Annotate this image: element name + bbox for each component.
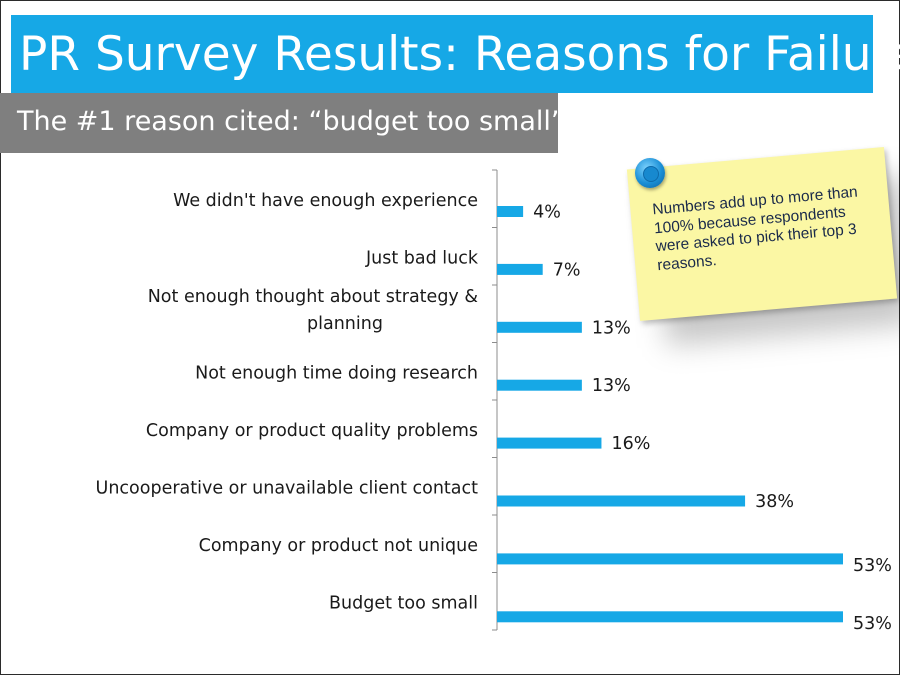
value-label: 16% [611, 434, 650, 454]
subtitle-bar: The #1 reason cited: “budget too small” [0, 93, 565, 153]
value-labels: 4% 7% 13% 13% 16% 38% 53% 53% [533, 203, 892, 634]
bar [497, 495, 746, 507]
title-bar: PR Survey Results: Reasons for Failure [11, 15, 900, 93]
bar-series [497, 206, 843, 623]
category-label: Just bad luck [365, 249, 479, 269]
category-label: Uncooperative or unavailable client cont… [96, 479, 479, 499]
category-label: Company or product quality problems [146, 421, 478, 441]
category-label: Not enough time doing research [195, 364, 478, 384]
value-label: 53% [853, 556, 892, 576]
category-label: Budget too small [329, 594, 478, 614]
category-label: We didn't have enough experience [173, 191, 478, 211]
value-label: 13% [592, 376, 631, 396]
sticky-note-text: Numbers add up to more than 100% because… [651, 183, 859, 274]
slide-subtitle: The #1 reason cited: “budget too small” [17, 106, 565, 137]
value-label: 53% [853, 614, 892, 634]
pushpin-icon [635, 158, 665, 188]
category-labels: We didn't have enough experience Just bad… [96, 191, 479, 614]
value-label: 7% [553, 260, 581, 280]
slide-title: PR Survey Results: Reasons for Failure [19, 27, 900, 82]
bar [497, 206, 524, 217]
bar [497, 553, 843, 565]
bar [497, 611, 843, 623]
value-label: 13% [592, 318, 631, 338]
bar [497, 437, 602, 449]
y-axis-ticks [492, 169, 497, 631]
sticky-note: Numbers add up to more than 100% because… [626, 147, 898, 321]
bar [497, 263, 543, 275]
category-label: Not enough thought about strategy & [148, 287, 479, 307]
category-label: Company or product not unique [199, 536, 478, 556]
category-label: planning [307, 314, 383, 334]
value-label: 4% [533, 203, 561, 223]
bar [497, 321, 582, 333]
value-label: 38% [755, 492, 794, 512]
bar [497, 379, 582, 391]
